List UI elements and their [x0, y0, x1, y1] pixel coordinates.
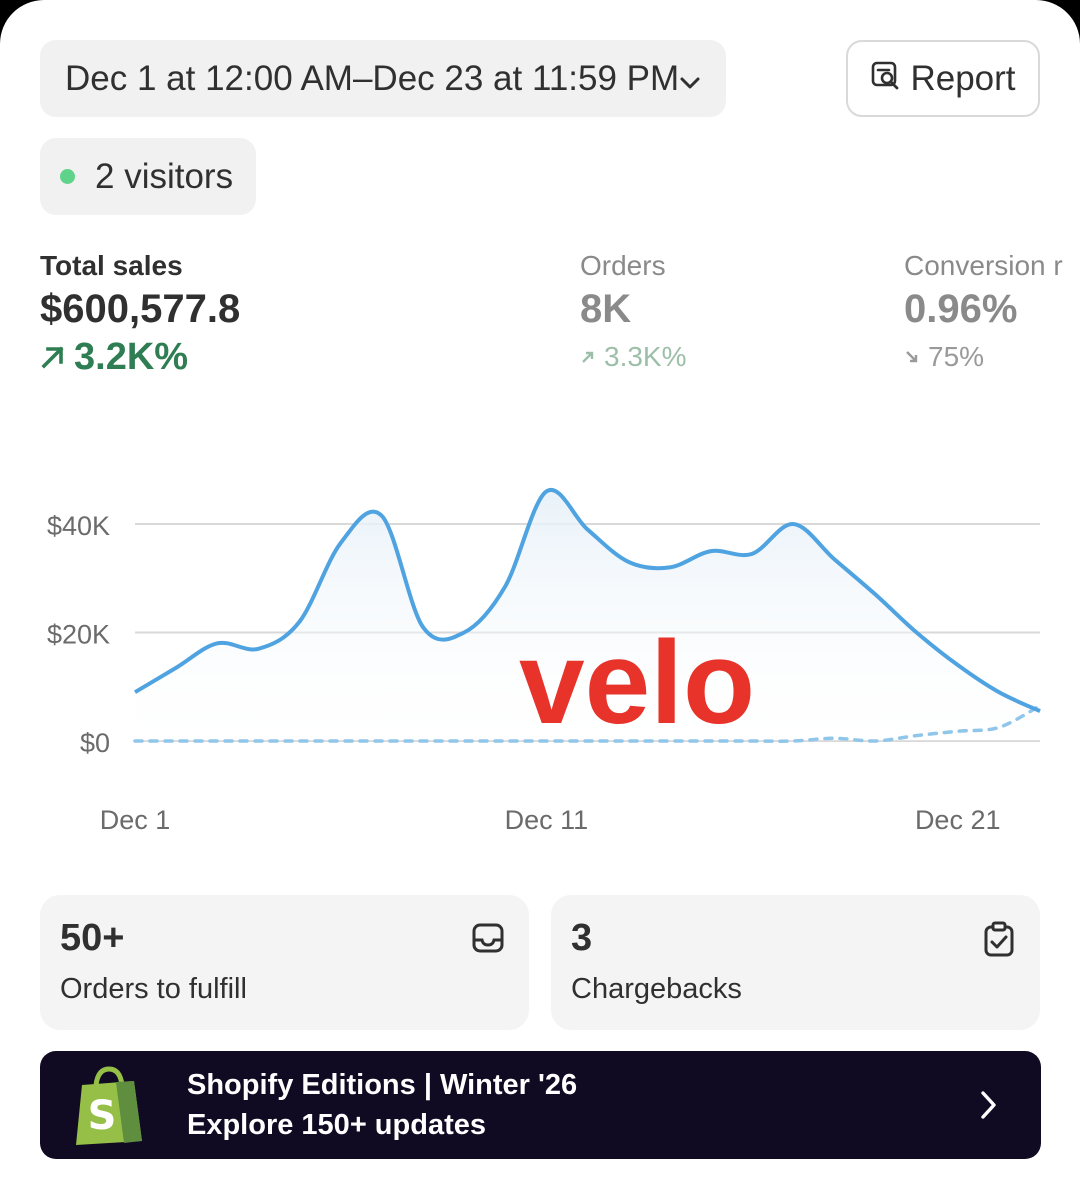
banner-title: Shopify Editions | Winter '26 [187, 1069, 578, 1101]
shopify-bag-icon: S [72, 1063, 146, 1152]
live-visitors-badge[interactable]: 2 visitors [40, 138, 256, 215]
date-range-label: Dec 1 at 12:00 AM–Dec 23 at 11:59 PM [65, 58, 680, 98]
metric-delta-value: 3.3K% [604, 341, 687, 372]
card-value: 3 [571, 917, 593, 959]
x-tick-label: Dec 1 [100, 805, 171, 835]
watermark-text: velo [519, 617, 755, 749]
metric-delta: 75% [904, 334, 1063, 380]
metric-delta: 3.2K% [40, 334, 240, 380]
arrow-down-right-icon [906, 351, 918, 363]
metric-delta-value: 75% [928, 341, 985, 372]
metric-delta-value: 3.2K% [74, 335, 189, 378]
card-value: 50+ [60, 917, 125, 959]
report-button[interactable]: Report [846, 40, 1040, 117]
series-area [135, 489, 1040, 741]
chargebacks-card[interactable]: 3 Chargebacks [551, 895, 1040, 1030]
metric-value: $600,577.8 [40, 287, 241, 331]
y-tick-label: $0 [80, 728, 110, 758]
x-tick-label: Dec 21 [915, 805, 1001, 835]
metric-value: 8K [580, 287, 632, 331]
metric-value: 0.96% [904, 287, 1018, 331]
x-tick-label: Dec 11 [505, 805, 589, 835]
date-range-selector[interactable]: Dec 1 at 12:00 AM–Dec 23 at 11:59 PM [40, 40, 726, 117]
sales-chart[interactable]: $0 $20K $40K Dec 1 Dec 11 Dec 21 velo [0, 420, 1080, 860]
metric-total-sales[interactable]: Total sales $600,577.8 3.2K% [40, 248, 240, 380]
chevron-right-icon [979, 1089, 999, 1126]
y-tick-label: $40K [47, 511, 110, 541]
logo-letter: S [88, 1093, 117, 1139]
series-line-comparison [133, 703, 1042, 743]
metric-label: Conversion r [904, 250, 1063, 281]
orders-to-fulfill-card[interactable]: 50+ Orders to fulfill [40, 895, 529, 1030]
y-tick-label: $20K [47, 620, 110, 650]
visitors-label: 2 visitors [95, 156, 234, 196]
live-dot-icon [60, 169, 75, 184]
metric-label: Orders [580, 250, 666, 281]
clipboard-check-icon [982, 921, 1016, 962]
metric-delta: 3.3K% [580, 334, 687, 380]
card-label: Chargebacks [571, 973, 742, 1005]
report-search-icon [870, 59, 900, 99]
report-label: Report [910, 58, 1016, 98]
metric-label: Total sales [40, 250, 183, 281]
shopify-editions-banner[interactable]: S Shopify Editions | Winter '26 Explore … [40, 1051, 1041, 1159]
card-label: Orders to fulfill [60, 973, 247, 1005]
metric-conversion-rate[interactable]: Conversion r 0.96% 75% [904, 248, 1063, 380]
arrow-up-right-icon [41, 346, 64, 369]
arrow-up-right-icon [582, 351, 594, 363]
chevron-down-icon [679, 59, 701, 99]
metric-orders[interactable]: Orders 8K 3.3K% [580, 248, 687, 380]
banner-subtitle: Explore 150+ updates [187, 1109, 486, 1141]
inbox-icon [471, 921, 505, 960]
series-line-sales [133, 487, 1041, 713]
